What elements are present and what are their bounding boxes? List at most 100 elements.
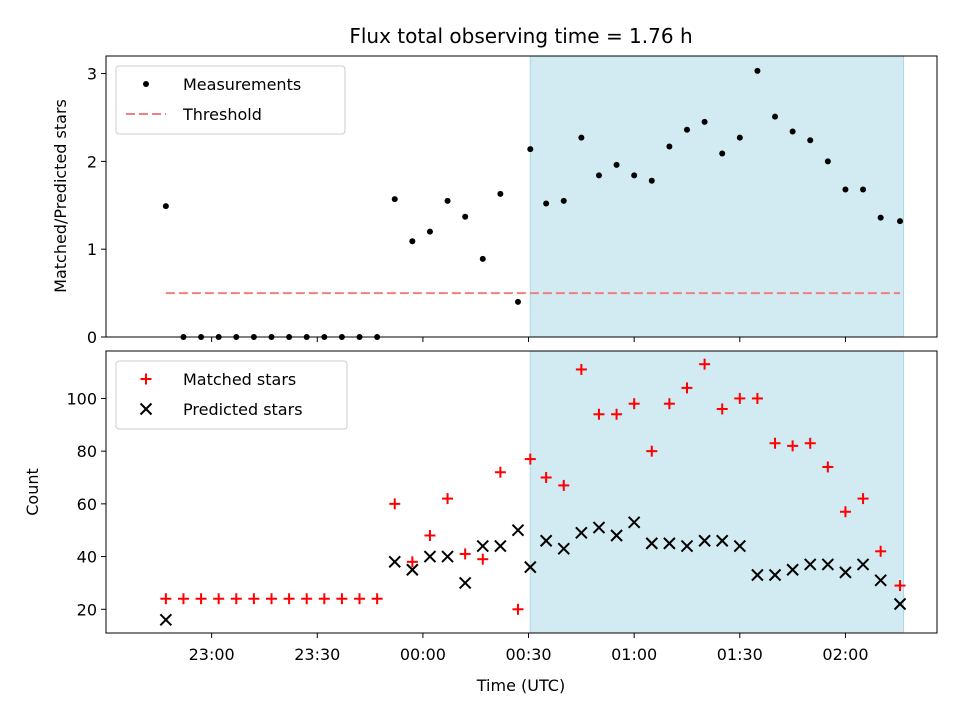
data-point — [663, 537, 676, 550]
data-point — [613, 161, 620, 168]
data-point — [230, 593, 242, 605]
data-point — [719, 150, 726, 157]
legend: Measurements Threshold — [115, 65, 346, 135]
data-point — [877, 214, 884, 221]
data-point — [462, 213, 469, 220]
data-point — [336, 593, 348, 605]
data-point — [514, 298, 521, 305]
y-tick-label: 20 — [77, 600, 97, 619]
data-point — [497, 190, 504, 197]
data-point — [645, 537, 658, 550]
data-point — [389, 498, 401, 510]
data-point — [821, 558, 835, 571]
data-point — [768, 568, 782, 582]
data-point — [769, 437, 781, 449]
data-point — [558, 479, 570, 491]
data-point — [512, 603, 524, 615]
data-point — [442, 493, 454, 505]
data-point — [610, 529, 623, 542]
data-point — [301, 593, 313, 605]
data-point — [646, 445, 658, 457]
data-point — [444, 197, 451, 204]
legend-swatch — [140, 373, 152, 385]
data-point — [857, 493, 869, 505]
top-y-axis-label: Matched/Predicted stars — [51, 99, 70, 293]
data-point — [628, 398, 640, 410]
data-point — [842, 186, 849, 193]
data-point — [716, 534, 729, 547]
data-point — [592, 521, 606, 534]
x-tick-label: 01:00 — [611, 645, 657, 664]
data-point — [557, 542, 570, 555]
data-point — [441, 550, 454, 563]
data-point — [824, 158, 831, 165]
data-point — [248, 593, 260, 605]
data-point — [751, 392, 763, 404]
y-tick-label: 3 — [87, 65, 97, 84]
data-point — [804, 437, 816, 449]
data-point — [426, 228, 433, 235]
top-panel: 0 1 2 3 Measurements Threshold — [87, 55, 938, 347]
bottom-panel: 20 40 60 80 100 23:00 23:30 00:00 00:30 01:00 01:3… — [66, 350, 938, 664]
data-point — [860, 186, 867, 193]
data-point — [160, 593, 172, 605]
y-tick-label: 80 — [77, 442, 97, 461]
legend: Matched stars Predicted stars — [115, 360, 348, 430]
x-tick-label: 02:00 — [822, 645, 868, 664]
legend-entry: Matched stars — [183, 370, 296, 389]
data-point — [409, 238, 416, 245]
bottom-y-axis-label: Count — [23, 468, 42, 516]
data-point — [736, 134, 743, 141]
data-point — [477, 553, 489, 565]
x-tick-label: 00:30 — [505, 645, 551, 664]
data-point — [283, 593, 295, 605]
y-tick-label: 40 — [77, 548, 97, 567]
legend-swatch — [143, 81, 149, 87]
plot-frame — [105, 55, 938, 338]
x-axis-label: Time (UTC) — [476, 676, 565, 695]
data-point — [388, 555, 401, 569]
data-point — [406, 556, 418, 568]
x-tick-label: 01:30 — [717, 645, 763, 664]
data-point — [560, 197, 567, 204]
data-point — [494, 466, 506, 478]
data-point — [213, 593, 225, 605]
data-point — [787, 440, 799, 452]
legend-entry: Measurements — [183, 75, 301, 94]
data-point — [701, 118, 708, 125]
legend-box — [115, 360, 348, 430]
data-point — [733, 539, 747, 553]
data-point — [593, 408, 605, 420]
y-tick-label: 2 — [87, 152, 97, 171]
data-point — [195, 593, 207, 605]
data-point — [540, 472, 552, 484]
data-point — [575, 363, 587, 375]
data-point — [575, 526, 588, 540]
data-point — [177, 593, 189, 605]
data-point — [716, 403, 728, 415]
data-point — [734, 392, 746, 404]
data-point — [524, 560, 537, 574]
legend-box — [115, 65, 346, 135]
data-point — [494, 539, 507, 553]
data-point — [786, 563, 799, 576]
data-point — [539, 534, 553, 547]
data-point — [789, 128, 796, 135]
data-point — [875, 545, 887, 557]
data-point — [648, 177, 655, 184]
data-point — [839, 506, 851, 518]
data-point — [354, 593, 366, 605]
y-tick-label: 100 — [66, 389, 97, 408]
data-point — [527, 146, 534, 153]
data-point — [874, 574, 887, 587]
observing-window — [529, 55, 905, 338]
legend-entry: Predicted stars — [183, 400, 303, 419]
data-point — [458, 576, 472, 590]
data-point — [611, 408, 623, 420]
data-point — [524, 453, 536, 465]
x-tick-label: 23:30 — [294, 645, 340, 664]
data-point — [663, 398, 675, 410]
data-point — [772, 113, 779, 120]
data-point — [681, 382, 693, 394]
data-point — [476, 539, 489, 553]
